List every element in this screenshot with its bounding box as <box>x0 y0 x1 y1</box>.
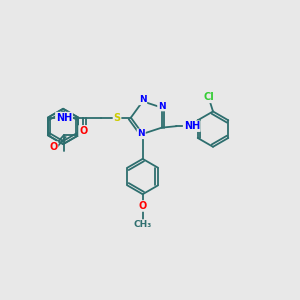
Text: S: S <box>113 112 121 123</box>
Text: O: O <box>49 142 58 152</box>
Text: N: N <box>137 129 145 138</box>
Text: CH₃: CH₃ <box>134 220 152 229</box>
Text: NH: NH <box>184 121 200 131</box>
Text: Cl: Cl <box>203 92 214 102</box>
Text: N: N <box>158 102 166 111</box>
Text: N: N <box>139 95 146 104</box>
Text: NH: NH <box>56 112 72 123</box>
Text: O: O <box>79 126 87 136</box>
Text: O: O <box>139 201 147 211</box>
